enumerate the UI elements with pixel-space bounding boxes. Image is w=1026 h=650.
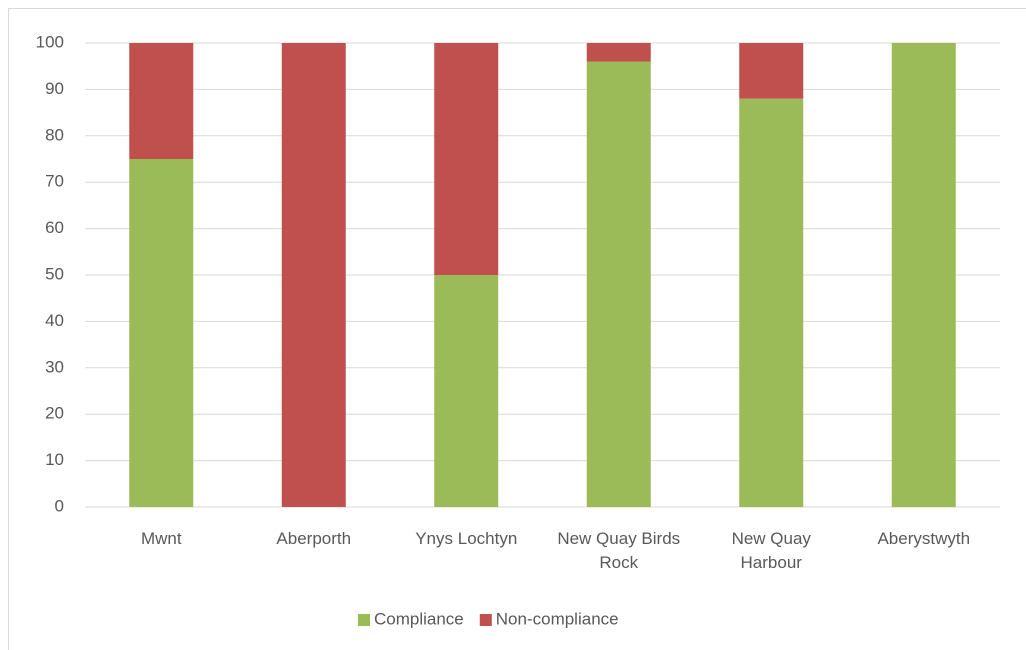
legend-swatch [479,614,492,626]
bar-segment [281,43,346,507]
x-tick-label: Aberystwyth [877,529,971,548]
y-tick-label: 60 [45,218,64,237]
y-tick-label: 70 [45,172,64,191]
legend-swatch [358,614,370,626]
y-tick-label: 80 [45,125,64,144]
legend-label: Non-compliance [496,609,619,628]
bar-segment [739,98,804,508]
x-tick-label: New Quay Harbour [731,529,811,572]
bar-segment [586,61,651,508]
y-tick-label: 50 [45,264,64,283]
chart-border [8,8,1026,650]
y-tick-label: 30 [45,357,64,376]
x-tick-label: Ynys Lochtyn [415,529,518,548]
bar-segment [129,43,194,159]
y-tick-label: 100 [36,32,64,51]
x-tick-label: Aberporth [276,529,352,548]
y-tick-label: 40 [45,311,64,330]
bar-segment [434,43,499,275]
y-tick-label: 0 [55,496,64,515]
y-tick-label: 20 [45,404,64,423]
bar-segment [586,43,651,62]
x-tick-label: Mwnt [140,529,182,548]
bar-segment [434,275,499,507]
x-tick-label: New Quay Birds Rock [557,529,681,572]
y-tick-label: 90 [45,79,64,98]
bar-segment [739,43,804,99]
bar-segment [129,159,194,507]
bar-segment [891,43,956,507]
y-tick-label: 10 [45,450,64,469]
legend-label: Compliance [374,609,464,628]
